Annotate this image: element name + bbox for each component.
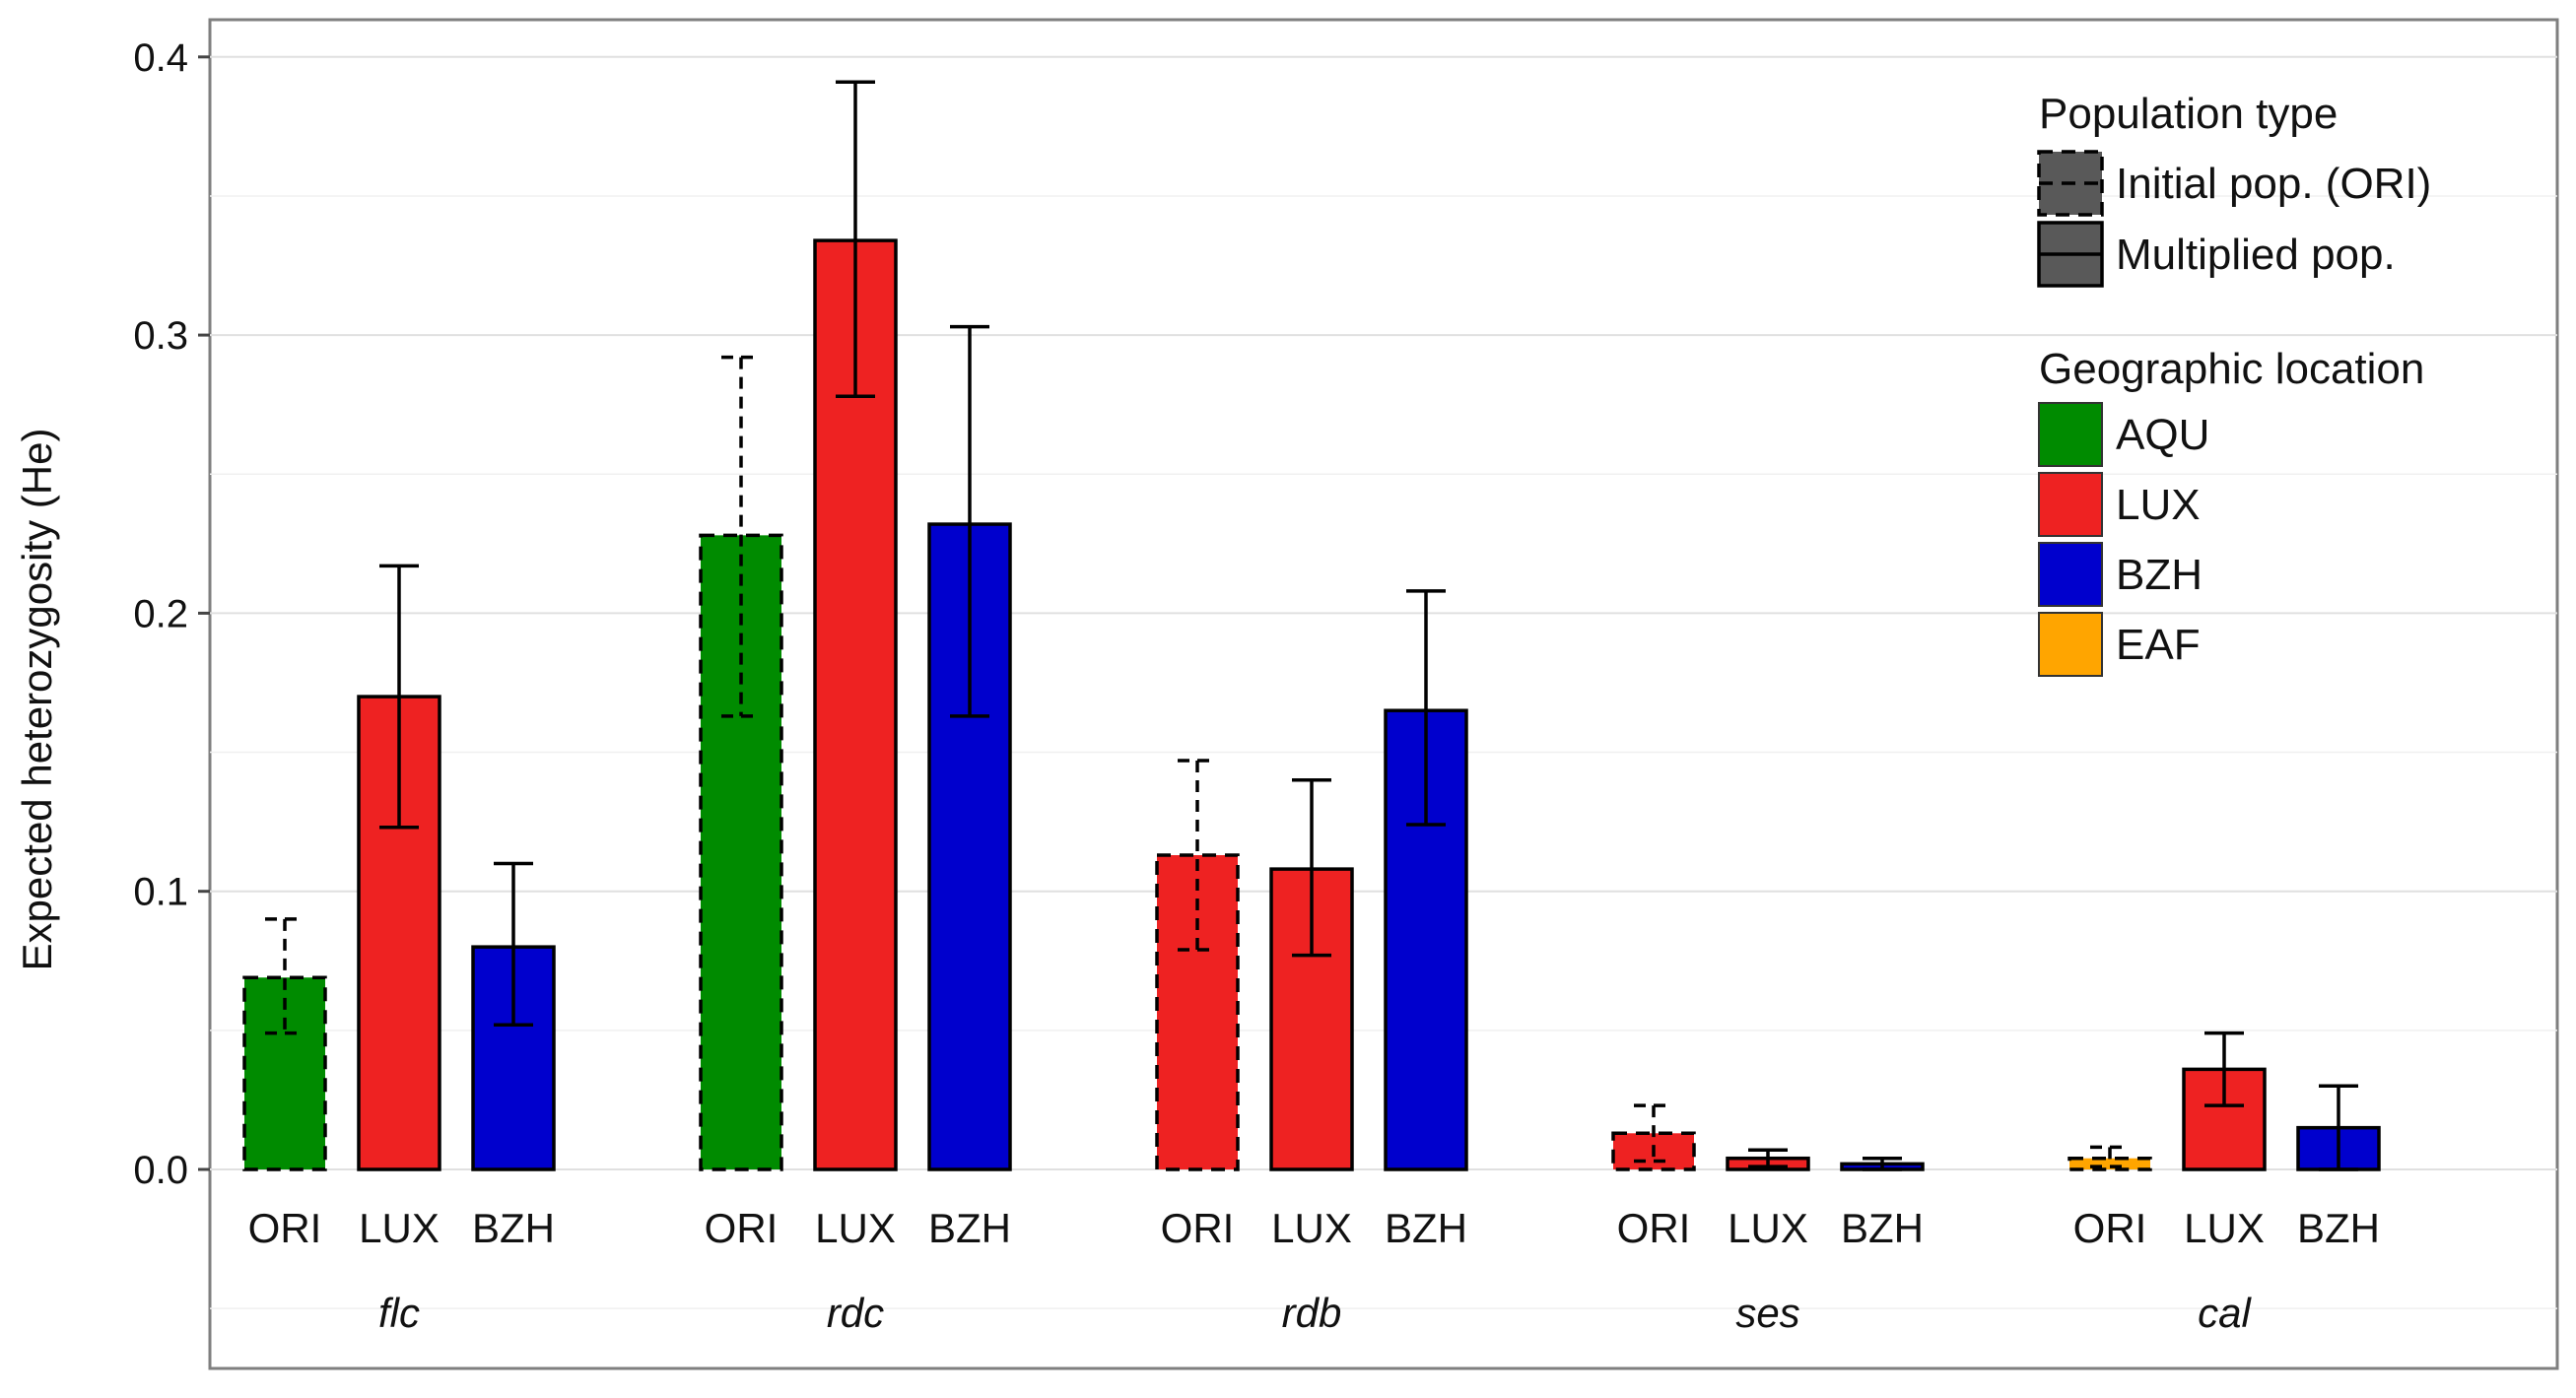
legend-label-multiplied: Multiplied pop. [2116, 231, 2396, 279]
y-axis-title: Expected heterozygosity (He) [14, 429, 60, 971]
x-tick-label: ORI [1161, 1205, 1235, 1251]
error-bar [721, 355, 761, 718]
legend-title-geographic-location: Geographic location [2039, 345, 2424, 393]
x-tick-label: BZH [1841, 1205, 1924, 1251]
x-tick-label: LUX [359, 1205, 440, 1251]
error-bar [836, 80, 875, 398]
x-tick-label: LUX [1728, 1205, 1808, 1251]
x-tick-label: ORI [248, 1205, 322, 1251]
legend-swatch-bzh [2038, 542, 2103, 607]
gene-label-ses: ses [1735, 1290, 1799, 1336]
error-bar [2319, 1084, 2358, 1171]
grid-lines [210, 55, 2557, 1309]
legend-swatch-eaf [2038, 612, 2103, 677]
legend-label-lux: LUX [2116, 481, 2201, 529]
bar-rdc-ori [699, 533, 783, 1171]
legend-key-multiplied [2037, 221, 2104, 288]
y-axis: 0.0 0.1 0.2 0.3 0.4 [133, 36, 210, 1192]
error-bar [1292, 778, 1331, 958]
gene-label-flc: flc [378, 1290, 420, 1336]
error-bar [1634, 1103, 1673, 1164]
gene-label-cal: cal [2198, 1290, 2252, 1336]
error-bar [2204, 1031, 2244, 1107]
gene-label-rdc: rdc [827, 1290, 884, 1336]
legend-label-initial: Initial pop. (ORI) [2116, 160, 2431, 208]
x-tick-label: ORI [705, 1205, 779, 1251]
legend-title-population-type: Population type [2039, 90, 2338, 138]
error-bar [1863, 1156, 1902, 1171]
x-tick-label: LUX [815, 1205, 896, 1251]
legend-label-bzh: BZH [2116, 551, 2203, 599]
error-bar [494, 861, 533, 1027]
x-axis: ORI LUX BZH flc ORI LUX BZH rdc ORI LUX BZH rdb ORI L… [248, 1205, 2380, 1336]
x-tick-label: BZH [928, 1205, 1011, 1251]
gene-label-rdb: rdb [1282, 1290, 1342, 1336]
bar-rdc-bzh [927, 522, 1012, 1171]
panel-background [208, 18, 2559, 1370]
y-tick-label: 0.2 [133, 592, 188, 635]
bars [242, 80, 2381, 1171]
legend: Population type Initial pop. (ORI) Multipl… [2037, 90, 2431, 677]
y-tick-label: 0.3 [133, 314, 188, 358]
error-bar [379, 564, 419, 830]
error-bar [1748, 1148, 1788, 1168]
x-tick-label: BZH [2297, 1205, 2380, 1251]
legend-swatch-aqu [2038, 402, 2103, 467]
x-tick-label: ORI [2073, 1205, 2147, 1251]
legend-label-aqu: AQU [2116, 411, 2209, 459]
y-tick-label: 0.4 [133, 36, 188, 80]
legend-swatch-lux [2038, 472, 2103, 537]
x-tick-label: LUX [1271, 1205, 1352, 1251]
x-tick-label: BZH [1385, 1205, 1467, 1251]
x-tick-label: BZH [472, 1205, 555, 1251]
error-bar [1406, 589, 1446, 827]
bar-cal-ori [2068, 1156, 2152, 1171]
error-bar [950, 324, 989, 718]
legend-key-initial [2037, 150, 2104, 217]
x-tick-label: ORI [1617, 1205, 1691, 1251]
error-bar [2090, 1145, 2130, 1168]
error-bar [1178, 759, 1217, 952]
y-tick-label: 0.0 [133, 1149, 188, 1192]
x-tick-label: LUX [2184, 1205, 2265, 1251]
y-tick-label: 0.1 [133, 871, 188, 914]
legend-label-eaf: EAF [2116, 621, 2201, 669]
error-bar [265, 917, 305, 1035]
